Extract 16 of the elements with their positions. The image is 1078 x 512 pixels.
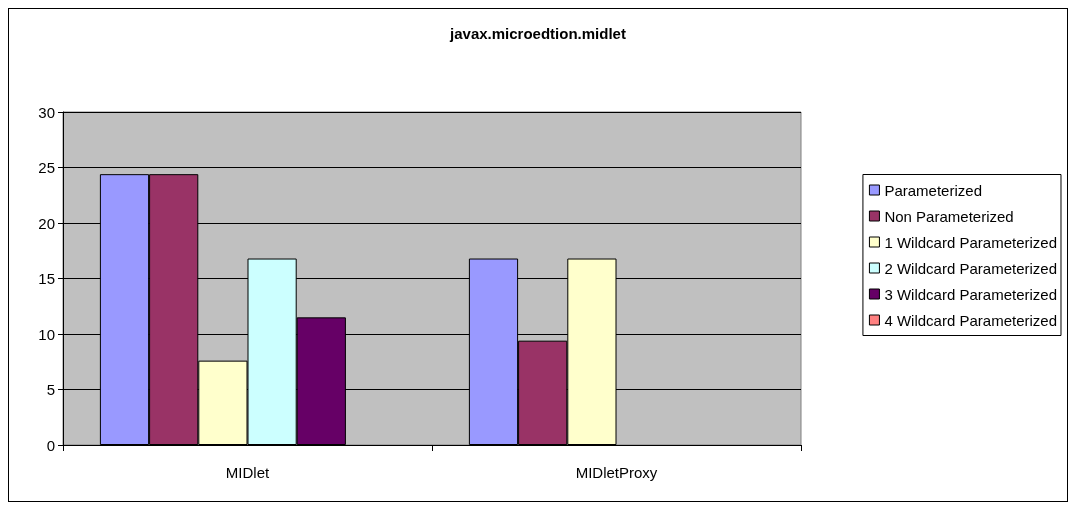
y-tick-label: 0 (46, 436, 55, 454)
y-tick-label: 10 (38, 325, 55, 343)
x-tick-label: MIDlet (225, 464, 270, 481)
chart-title: javax.microedtion.midlet (449, 25, 626, 42)
y-tick-label: 30 (38, 103, 55, 121)
legend-label: 2 Wildcard Parameterized (884, 259, 1058, 277)
y-tick-label: 5 (46, 381, 55, 398)
legend-label: Non Parameterized (884, 207, 1014, 225)
legend-label: Parameterized (884, 181, 982, 199)
y-tick-label: 15 (38, 270, 55, 287)
x-tick-label: MIDletProxy (575, 464, 658, 481)
legend-label: 4 Wildcard Parameterized (884, 311, 1058, 329)
legend-label: 3 Wildcard Parameterized (884, 285, 1058, 303)
y-tick-label: 25 (38, 159, 55, 176)
legend-label: 1 Wildcard Parameterized (884, 233, 1058, 251)
y-tick-label: 20 (38, 214, 55, 232)
